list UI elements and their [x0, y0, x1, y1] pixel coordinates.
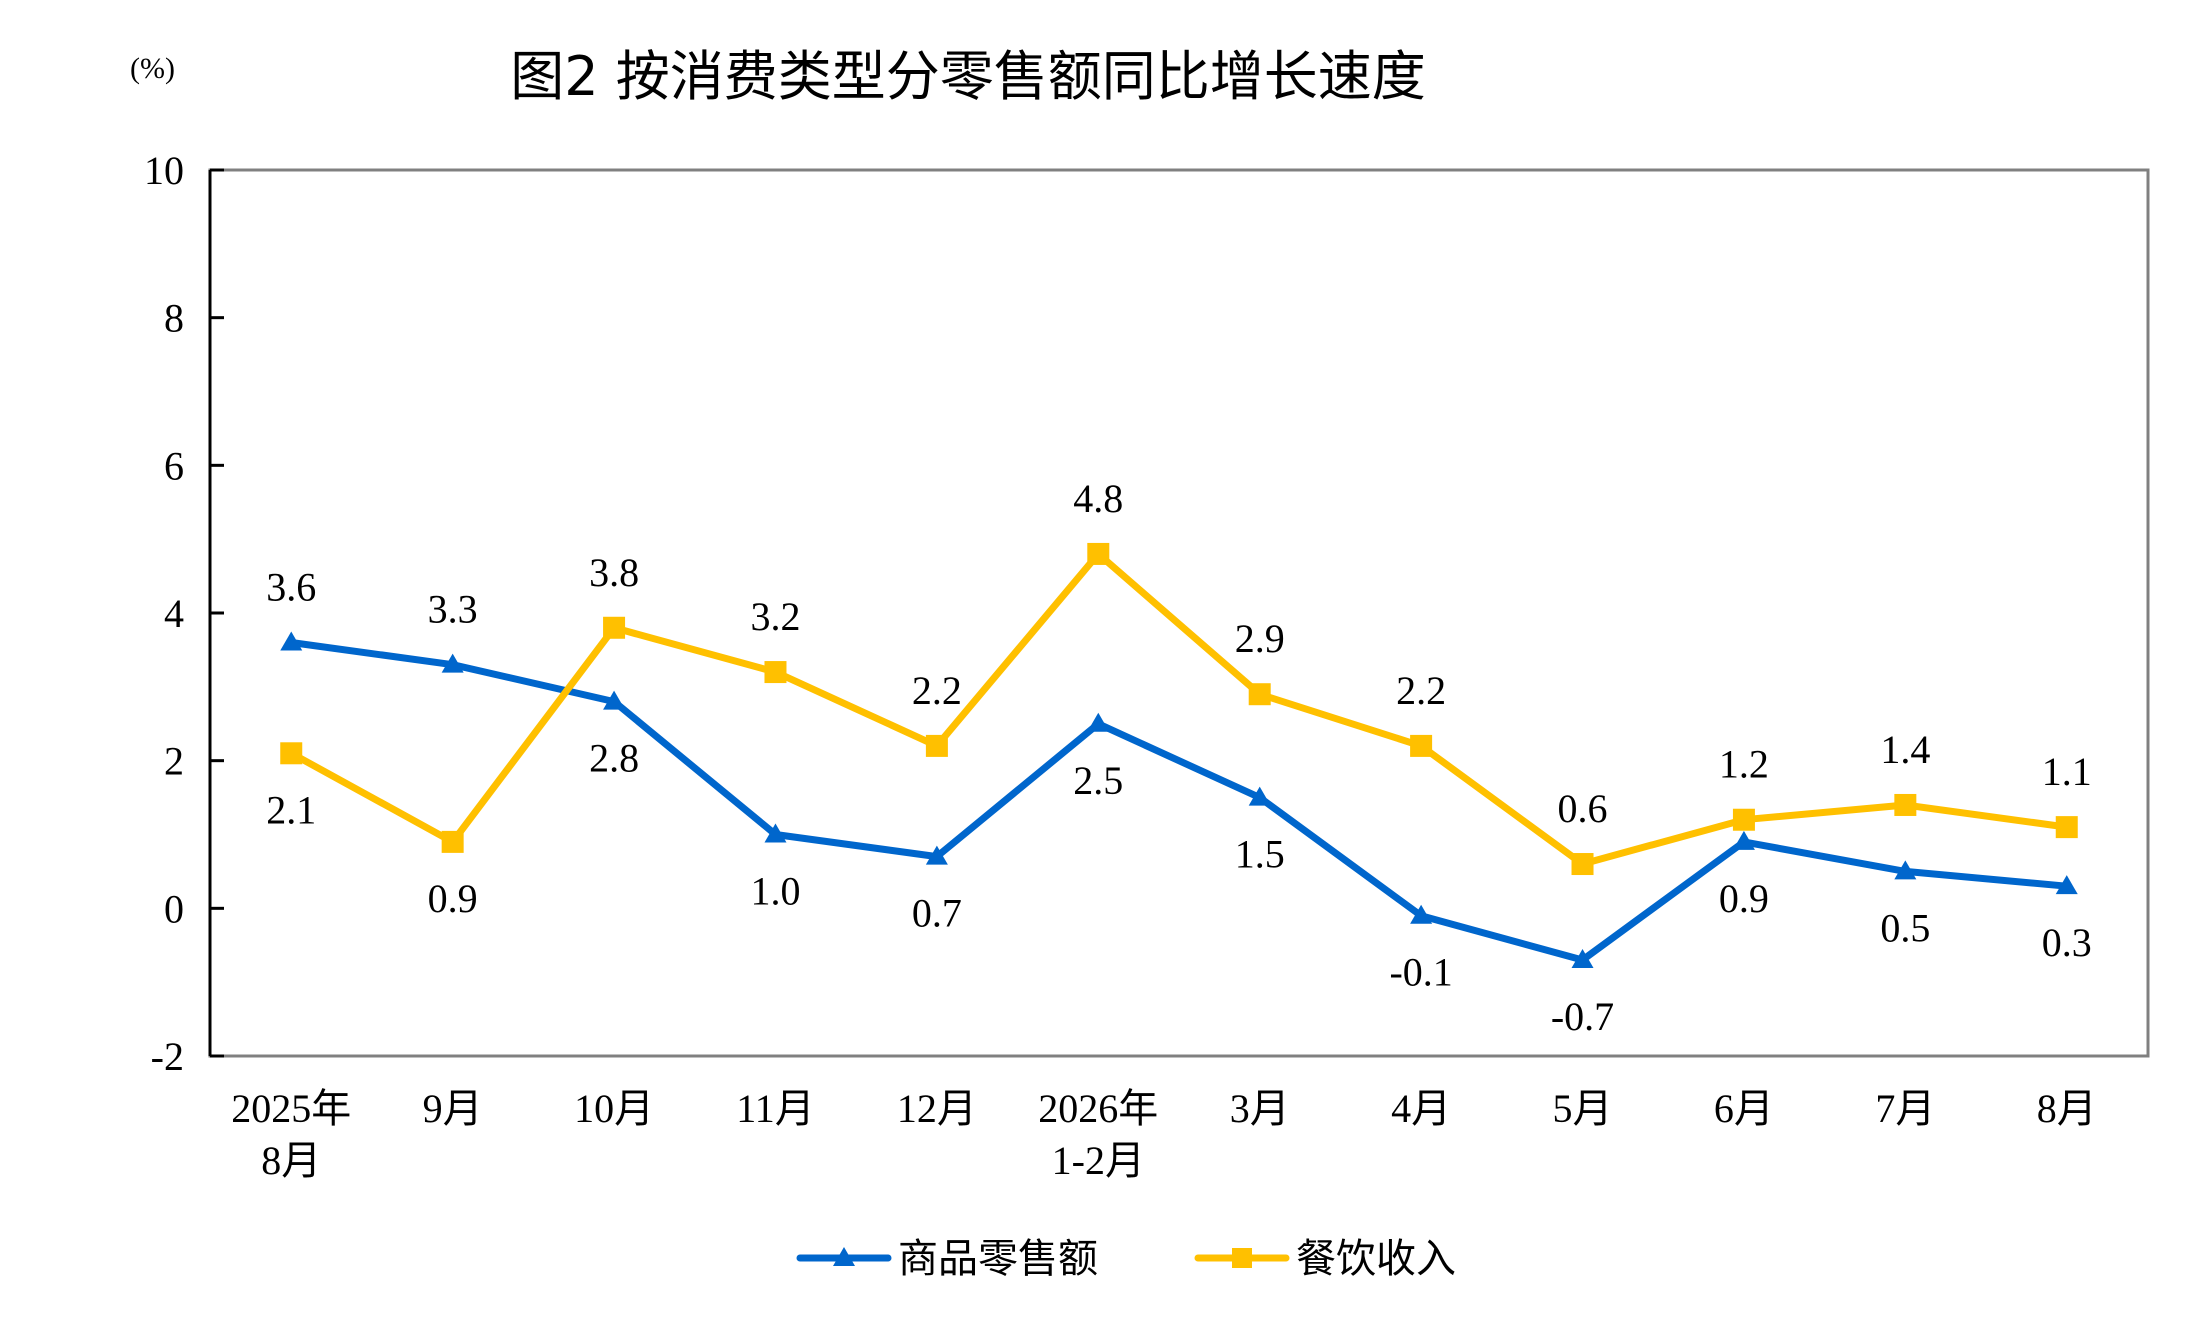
data-label-series-1: 2.2 [1396, 668, 1446, 713]
x-tick-label: 5月 [1553, 1086, 1613, 1131]
series-line-0 [287, 639, 2071, 964]
series-0-point [1894, 860, 1917, 880]
x-tick-label: 2025年 [231, 1086, 351, 1131]
series-1-point [1732, 808, 1755, 831]
data-label-series-1: 0.9 [428, 876, 478, 921]
chart-title: 图2 按消费类型分零售额同比增长速度 [510, 45, 1426, 108]
series-0-point [925, 845, 948, 865]
series-1-point [280, 742, 303, 765]
data-label-series-0: 3.3 [428, 587, 478, 632]
series-0-point [2055, 875, 2078, 895]
legend-marker-series-0 [833, 1247, 855, 1266]
series-1-point [1410, 734, 1433, 757]
series-1-point [1087, 542, 1110, 565]
data-label-series-1: 4.8 [1073, 476, 1123, 521]
data-label-series-1: 1.2 [1719, 742, 1769, 787]
y-tick-label: 2 [164, 739, 184, 784]
series-layer [280, 542, 2078, 969]
data-label-series-0: 0.5 [1880, 905, 1930, 950]
x-tick-label: 7月 [1875, 1086, 1935, 1131]
legend-label-series-0: 商品零售额 [898, 1236, 1098, 1282]
data-label-series-1: 2.1 [266, 787, 316, 832]
legend-label-series-1: 餐饮收入 [1296, 1236, 1456, 1282]
series-1-point [2055, 816, 2078, 839]
y-tick-label: -2 [151, 1034, 184, 1079]
x-tick-label: 8月 [261, 1138, 321, 1183]
x-tick-label: 4月 [1391, 1086, 1451, 1131]
data-label-series-0: 1.5 [1235, 832, 1285, 877]
data-label-series-0: 0.7 [912, 891, 962, 936]
series-0-point [1410, 904, 1433, 924]
data-label-series-0: 3.6 [266, 565, 316, 610]
x-tick-label: 3月 [1230, 1086, 1290, 1131]
series-line-1 [287, 550, 2071, 868]
data-label-series-0: 2.8 [589, 736, 639, 781]
data-label-series-1: 3.2 [750, 594, 800, 639]
data-label-series-0: 1.0 [750, 869, 800, 914]
x-axis-labels: 2025年 8月 9月 10月 11月 12月 2026年 1-2月 3月 4月 5月 6月 7月 8月 [231, 1086, 2097, 1183]
data-label-series-1: 2.9 [1235, 616, 1285, 661]
series-0-point [441, 653, 464, 673]
data-label-series-1: 1.4 [1880, 727, 1930, 772]
data-label-series-1: 3.8 [589, 550, 639, 595]
y-tick-label: 0 [164, 886, 184, 931]
y-tick-label: 4 [164, 591, 184, 636]
data-label-series-0: 0.3 [2042, 920, 2092, 965]
series-0-point [1087, 712, 1110, 732]
data-label-series-0: 2.5 [1073, 758, 1123, 803]
y-tick-label: 8 [164, 296, 184, 341]
data-label-series-1: 0.6 [1558, 786, 1608, 831]
series-1-point [1571, 853, 1594, 876]
series-0-point [764, 823, 787, 843]
data-label-series-0: 0.9 [1719, 876, 1769, 921]
legend: 商品零售额 餐饮收入 [796, 1236, 1456, 1282]
series-1-point [441, 830, 464, 853]
x-tick-label: 12月 [897, 1086, 977, 1131]
series-1-point [1894, 793, 1917, 816]
x-tick-label: 1-2月 [1052, 1138, 1145, 1183]
x-tick-label: 6月 [1714, 1086, 1774, 1131]
data-label-series-0: -0.7 [1551, 994, 1614, 1039]
series-0-point [1571, 949, 1594, 969]
x-tick-label: 10月 [574, 1086, 654, 1131]
series-1-point [603, 616, 626, 639]
series-1-point [1248, 683, 1271, 706]
x-tick-label: 2026年 [1038, 1086, 1158, 1131]
y-unit-label: (%) [130, 52, 175, 85]
y-tick-label: 6 [164, 443, 184, 488]
data-label-series-0: -0.1 [1389, 950, 1452, 995]
series-1-point [764, 661, 787, 684]
plot-frame [208, 168, 2150, 1058]
x-tick-label: 9月 [423, 1086, 483, 1131]
series-0-point [1248, 786, 1271, 806]
series-0-point [280, 631, 303, 651]
x-tick-label: 8月 [2037, 1086, 2097, 1131]
x-tick-label: 11月 [736, 1086, 815, 1131]
legend-item-series-1: 餐饮收入 [1194, 1236, 1456, 1282]
data-labels: 3.6 3.3 2.8 1.0 0.7 2.5 1.5 -0.1 -0.7 0.9 0.5 0.3 2.… [266, 476, 2092, 1039]
data-label-series-1: 2.2 [912, 668, 962, 713]
series-1-point [925, 734, 948, 757]
legend-item-series-0: 商品零售额 [796, 1236, 1098, 1282]
legend-marker-series-1 [1232, 1248, 1252, 1268]
series-0-point [1732, 830, 1755, 850]
y-tick-label: 10 [144, 148, 184, 193]
series-0-point [603, 690, 626, 710]
y-axis-ticks: 10 8 6 4 2 0 -2 [144, 148, 224, 1079]
data-label-series-1: 1.1 [2042, 749, 2092, 794]
